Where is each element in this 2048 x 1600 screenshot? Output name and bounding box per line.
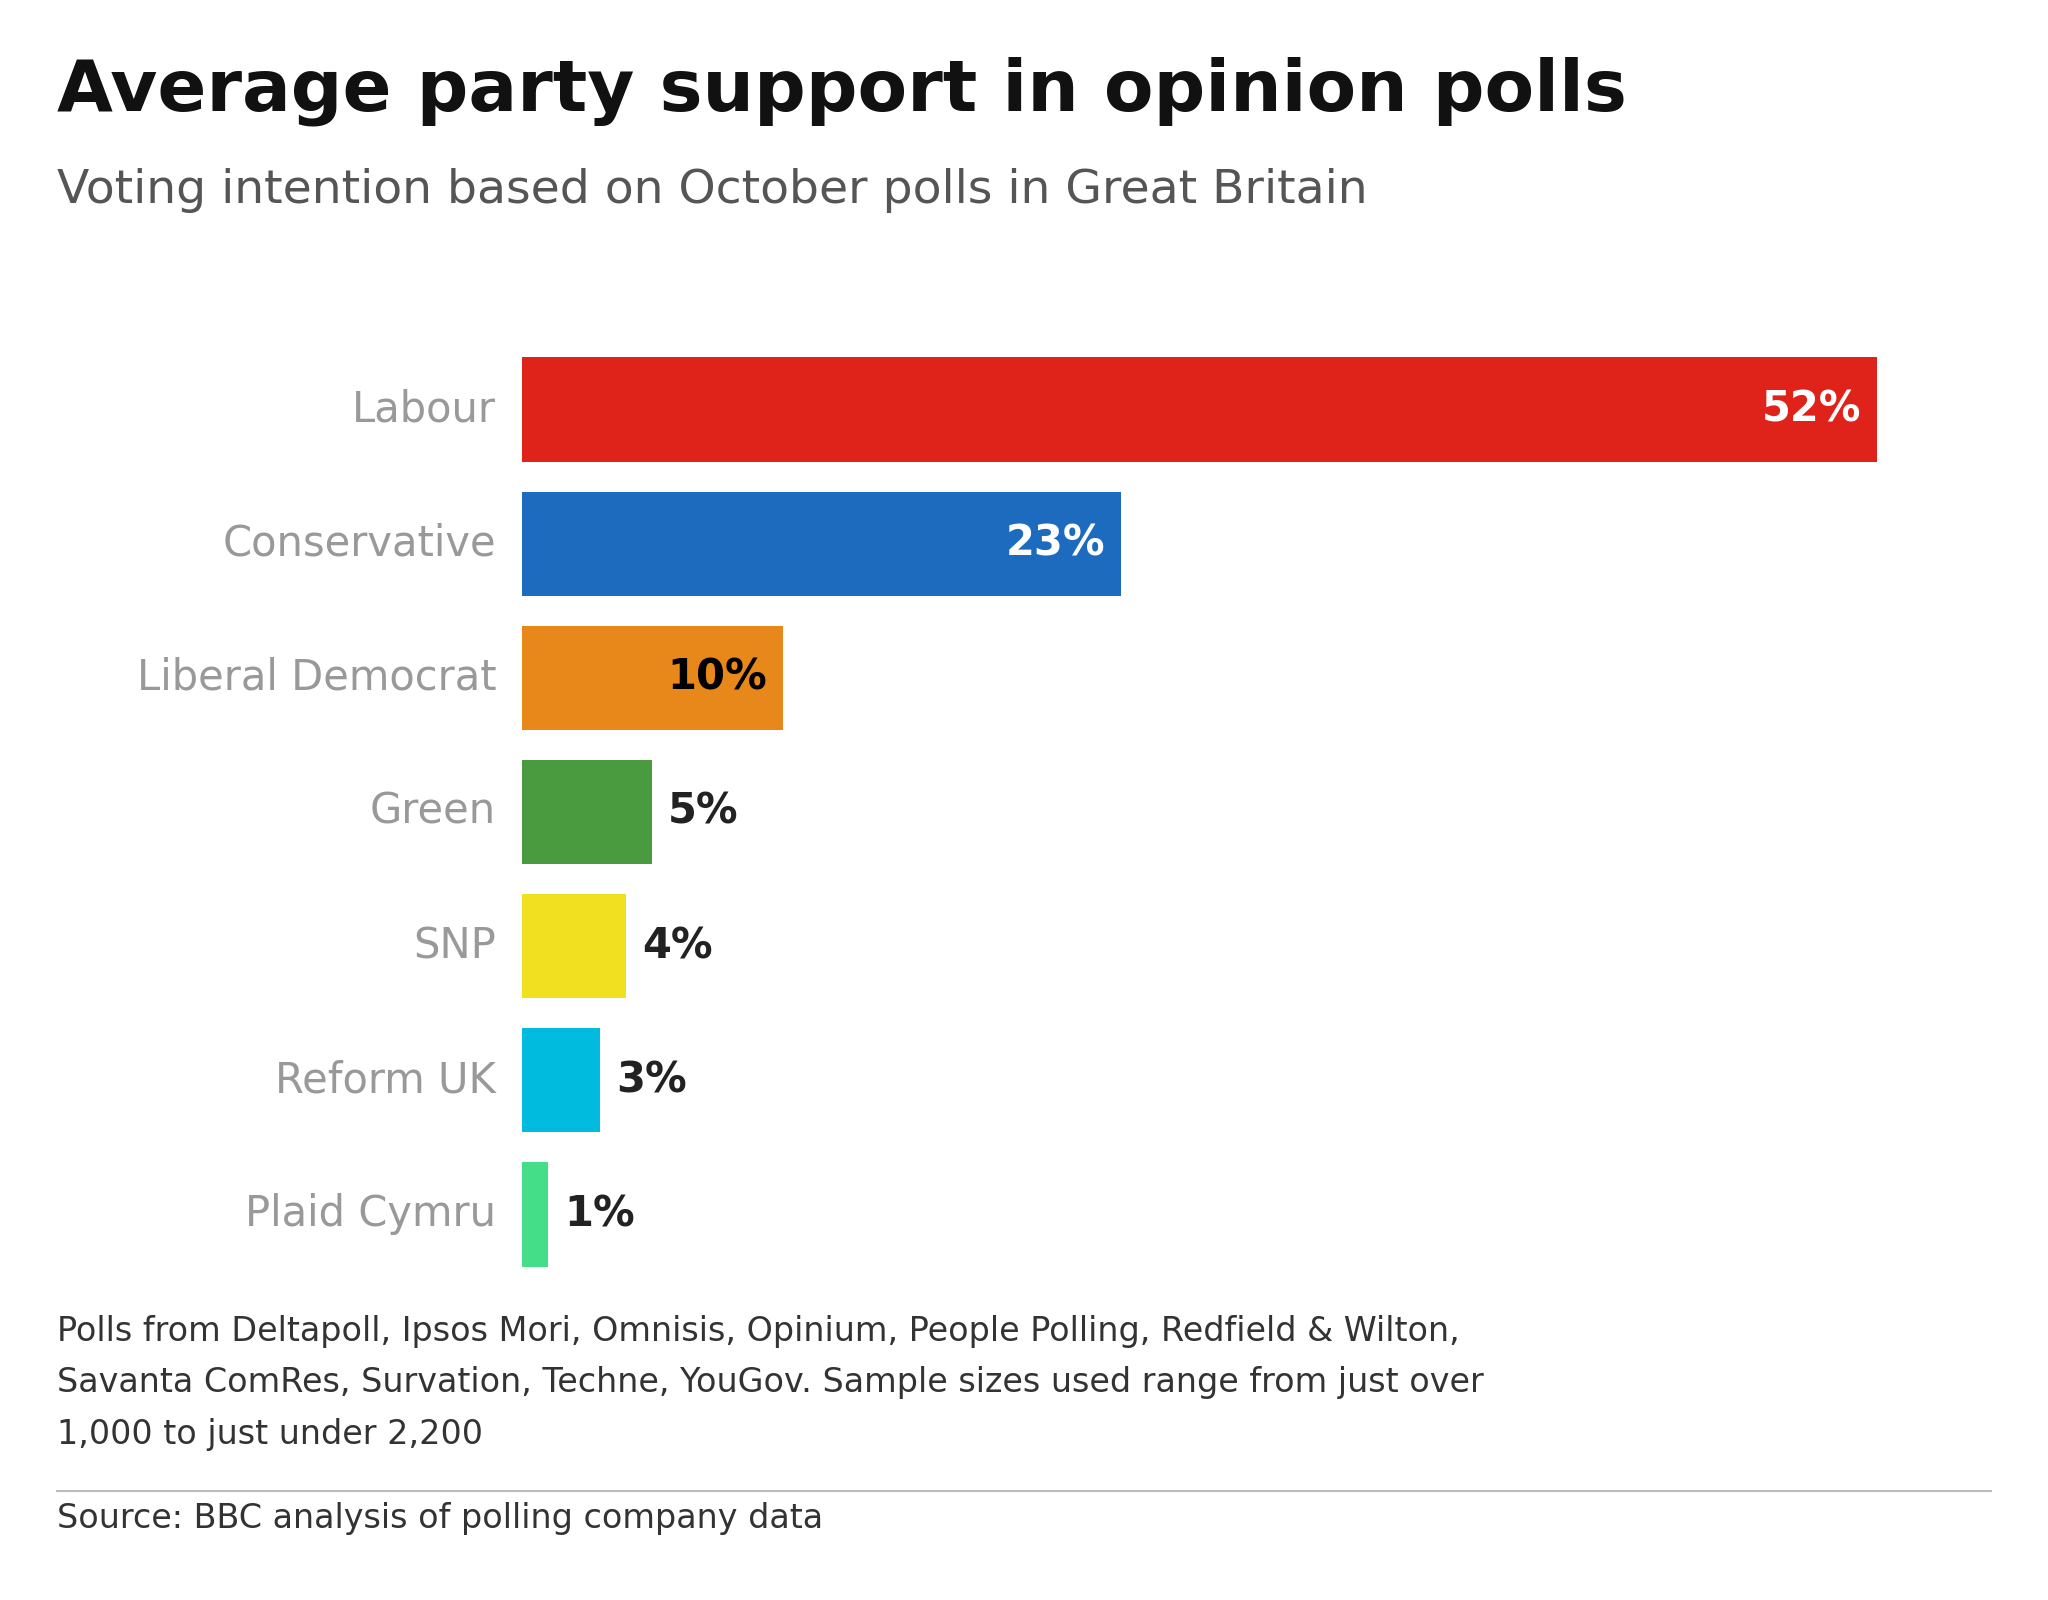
Text: Labour: Labour [352,389,496,430]
Text: 4%: 4% [643,925,713,966]
Text: 5%: 5% [668,790,739,834]
Text: 1%: 1% [563,1194,635,1235]
Text: 10%: 10% [668,658,768,699]
Text: C: C [1937,1531,1958,1560]
Bar [522,760,653,864]
Text: 23%: 23% [1006,523,1106,565]
Text: Voting intention based on October polls in Great Britain: Voting intention based on October polls … [57,168,1368,213]
Bar [522,626,782,730]
Text: Liberal Democrat: Liberal Democrat [137,658,496,699]
Text: Source: BBC analysis of polling company data: Source: BBC analysis of polling company … [57,1502,823,1536]
Text: B: B [1888,1531,1909,1560]
Text: 1,000 to just under 2,200: 1,000 to just under 2,200 [57,1418,483,1451]
Text: SNP: SNP [414,925,496,966]
Bar [522,491,1122,597]
Bar [522,894,627,998]
Bar [522,1027,600,1133]
Text: Plaid Cymru: Plaid Cymru [246,1194,496,1235]
Text: Average party support in opinion polls: Average party support in opinion polls [57,56,1628,125]
Text: Polls from Deltapoll, Ipsos Mori, Omnisis, Opinium, People Polling, Redfield & W: Polls from Deltapoll, Ipsos Mori, Omnisi… [57,1315,1460,1349]
Text: 3%: 3% [616,1059,686,1101]
Text: B: B [1839,1531,1860,1560]
Text: Savanta ComRes, Survation, Techne, YouGov. Sample sizes used range from just ove: Savanta ComRes, Survation, Techne, YouGo… [57,1366,1485,1400]
Text: Green: Green [371,790,496,834]
Text: Reform UK: Reform UK [274,1059,496,1101]
Text: Conservative: Conservative [223,523,496,565]
Bar [522,1162,549,1267]
Bar [522,357,1876,462]
Text: 52%: 52% [1761,389,1862,430]
